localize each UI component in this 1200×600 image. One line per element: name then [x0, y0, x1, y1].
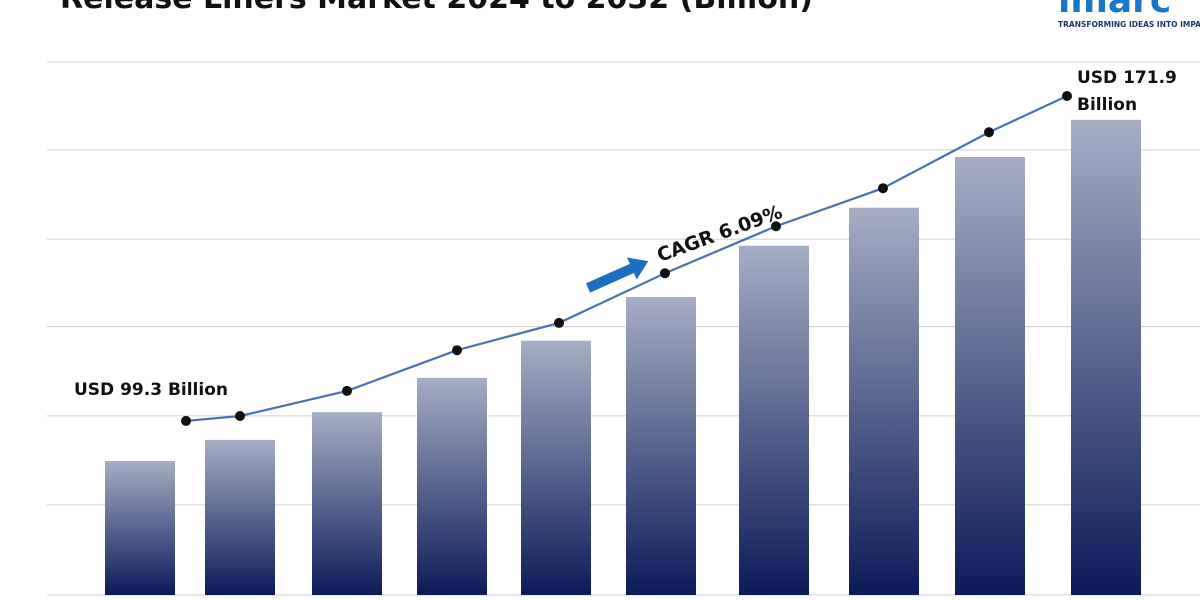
line-point — [984, 127, 994, 138]
annotation: Billion — [1077, 95, 1137, 115]
trend-line — [181, 91, 1072, 426]
bar — [1071, 119, 1141, 596]
line-point — [181, 415, 191, 426]
annotation: USD 99.3 Billion — [74, 380, 228, 400]
line — [185, 95, 1068, 423]
bar — [105, 461, 175, 595]
bar — [955, 156, 1025, 596]
logo: imarc — [1058, 0, 1171, 21]
line-point — [342, 385, 352, 396]
line-point — [878, 183, 888, 194]
bar — [521, 340, 591, 595]
bar — [312, 412, 382, 595]
line-point — [554, 317, 564, 328]
line-point — [235, 410, 245, 421]
line-point — [1062, 91, 1072, 102]
bar — [739, 245, 809, 595]
line-point — [660, 268, 670, 279]
bar — [417, 377, 487, 595]
annotation: USD 171.9 — [1077, 68, 1177, 88]
bars — [105, 119, 1141, 596]
line-point — [452, 345, 462, 356]
cagr-arrow — [585, 257, 649, 293]
chart-title: Release Liners Market 2024 to 2032 (Bill… — [60, 0, 813, 16]
line-point — [771, 221, 781, 232]
bar — [626, 297, 696, 595]
bar — [849, 207, 919, 595]
bar — [205, 439, 275, 595]
logo-tagline: TRANSFORMING IDEAS INTO IMPACT — [1058, 20, 1200, 29]
